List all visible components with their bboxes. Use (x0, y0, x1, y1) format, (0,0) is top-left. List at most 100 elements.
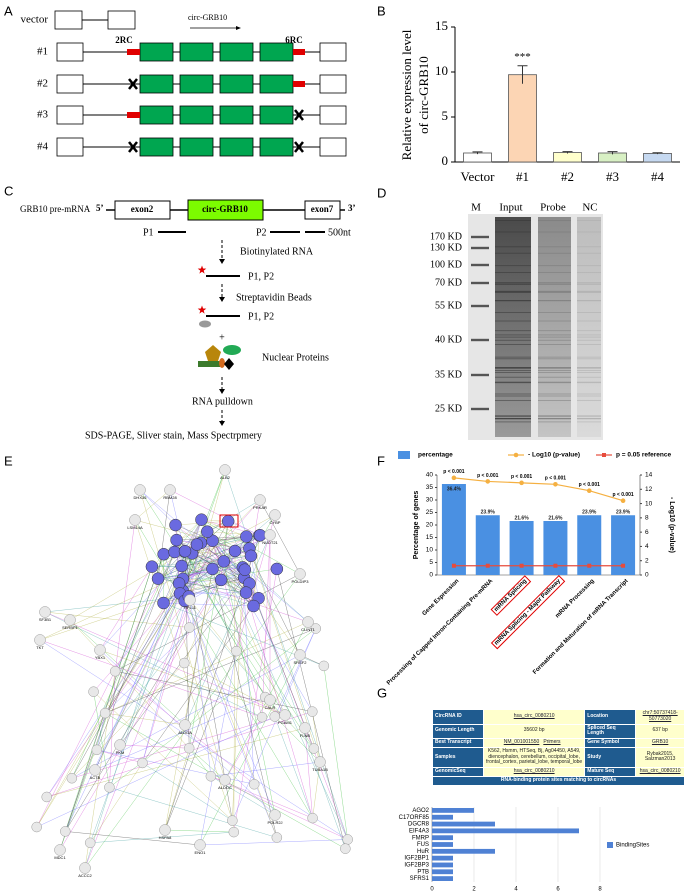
panel-label: F (377, 453, 385, 468)
value-label: 21.6% (548, 515, 563, 521)
gel-band (538, 421, 571, 423)
node-label: NUDT21 (262, 540, 278, 545)
cell-text: Primers (543, 739, 561, 745)
node-label: TKT (36, 645, 44, 650)
network-edge (99, 566, 153, 651)
node-label: FLNB (300, 733, 311, 738)
node-label: PRKAR (253, 505, 267, 510)
legend-marker (602, 453, 606, 457)
network-node (231, 645, 242, 657)
network-edge (39, 639, 263, 718)
bar (432, 808, 474, 813)
gel-band (538, 272, 571, 273)
network-edge (105, 621, 309, 714)
table-row: Genomic Length 35602 bp Spliced Seq Length… (432, 723, 685, 739)
network-node (228, 826, 240, 838)
gel-band (577, 246, 601, 248)
arrow-head (236, 26, 241, 30)
gel-band (495, 393, 531, 395)
network-node (310, 623, 322, 634)
gel-band (538, 368, 571, 369)
y-tick-label: 20 (426, 522, 434, 529)
gel-band (495, 358, 531, 360)
network-node (247, 599, 260, 613)
network-edge (158, 578, 247, 593)
table-header: Location (584, 709, 637, 725)
line-point (553, 481, 558, 487)
p-annotation: p < 0.001 (545, 476, 566, 482)
y-tick-label: 30 (426, 497, 434, 504)
network-node (66, 772, 78, 784)
construct-label: #1 (37, 46, 48, 58)
circ-exon (139, 74, 174, 94)
gel-lane (577, 217, 601, 437)
network-edge (201, 519, 286, 716)
network-edge (36, 716, 275, 828)
panel-label: B (377, 3, 386, 18)
table-value: 637 bp (635, 723, 685, 739)
network-node (184, 594, 196, 606)
gel-band (538, 376, 571, 378)
gel-band (538, 370, 571, 371)
gel-band (495, 320, 531, 322)
gel-band (577, 283, 601, 285)
y-axis-label: Relative expression level (399, 29, 414, 160)
network-edge (164, 651, 237, 831)
network-edge (96, 749, 143, 764)
network-edge (36, 551, 175, 828)
network-node (294, 568, 306, 580)
significance: *** (514, 51, 531, 63)
panel-label: E (4, 453, 13, 468)
table-header: Spliced Seq Length (584, 723, 637, 739)
gel-band (538, 300, 571, 301)
gel-band (538, 330, 571, 332)
network-node (308, 743, 320, 754)
reverse-complement (127, 49, 140, 55)
network-edge (199, 654, 301, 846)
network-edge (199, 651, 237, 846)
network-edge (184, 551, 212, 777)
network-edge (212, 568, 278, 838)
gel-band (495, 252, 531, 254)
bar (432, 876, 453, 881)
gel-band (495, 339, 531, 341)
three-prime: 3’ (348, 203, 356, 213)
gel-band (495, 418, 531, 420)
circ-exon (259, 105, 294, 125)
highlight-box (219, 514, 239, 528)
network-node (151, 572, 165, 585)
cell-text: Study (587, 753, 602, 760)
marker-label: 25 KD (435, 403, 462, 414)
circ-exon (259, 42, 294, 62)
network-edge (65, 627, 190, 832)
node-label: ALDOA (178, 730, 192, 735)
gel-band (538, 418, 571, 420)
marker-label: 100 KD (430, 259, 462, 270)
line-point (553, 563, 558, 568)
circ-exon (139, 42, 174, 62)
gel-band (538, 290, 571, 292)
cell-text: Location (587, 712, 609, 719)
bar (432, 828, 579, 834)
network-node (228, 544, 242, 558)
network-node (41, 791, 53, 803)
y-tick-label: 0 (429, 572, 433, 579)
panel-label: D (377, 185, 386, 200)
exon-box (304, 200, 341, 220)
network-edge (115, 519, 202, 672)
network-edge (84, 573, 301, 869)
gel-band (577, 300, 601, 301)
network-node (269, 509, 281, 521)
network-node (168, 545, 181, 559)
network-edge (184, 534, 271, 726)
error-bar (517, 65, 528, 84)
gel-band (495, 344, 531, 345)
gel-band (538, 220, 571, 221)
biotin-star (197, 305, 207, 314)
network-edge (115, 671, 313, 712)
network-edge (184, 662, 286, 716)
network-edge (139, 489, 226, 781)
gel-band (577, 334, 601, 336)
network-node (184, 622, 195, 633)
gel-band (538, 265, 571, 267)
